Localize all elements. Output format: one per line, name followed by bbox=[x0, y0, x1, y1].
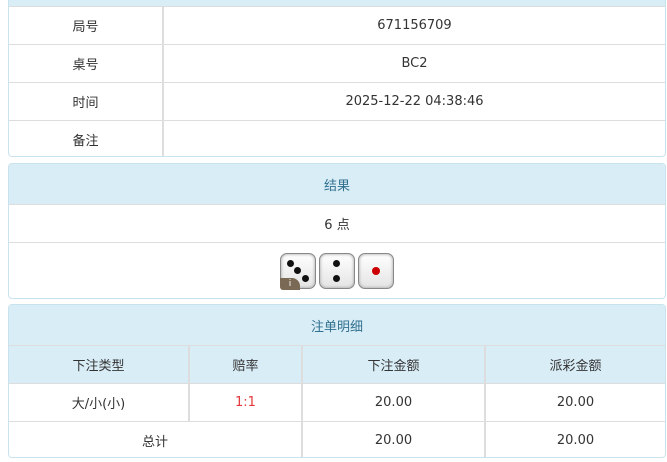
info-badge-icon[interactable]: i bbox=[280, 277, 300, 290]
table-row: 大/小(小) 1:1 20.00 20.00 bbox=[9, 383, 665, 422]
result-points: 6 点 bbox=[9, 204, 665, 243]
label: 桌号 bbox=[9, 44, 163, 83]
label: 备注 bbox=[9, 120, 163, 156]
info-row-remark: 备注 bbox=[9, 120, 665, 156]
label: 时间 bbox=[9, 82, 163, 121]
total-payout: 20.00 bbox=[484, 421, 665, 457]
value: 2025-12-22 04:38:46 bbox=[162, 82, 665, 121]
result-panel: 结果 6 点 i bbox=[8, 163, 666, 299]
round-info-panel: 局号 671156709 桌号 BC2 时间 2025-12-22 04:38:46 … bbox=[8, 0, 666, 157]
col-payout: 派彩金额 bbox=[484, 345, 665, 384]
dice-group: i bbox=[280, 252, 394, 290]
value: 671156709 bbox=[162, 6, 665, 45]
info-row-time: 时间 2025-12-22 04:38:46 bbox=[9, 82, 665, 121]
total-amount: 20.00 bbox=[301, 421, 485, 457]
total-row: 总计 20.00 20.00 bbox=[9, 421, 665, 457]
die-1-icon bbox=[358, 252, 394, 289]
bet-details-title: 注单明细 bbox=[9, 305, 665, 346]
result-title: 结果 bbox=[9, 164, 665, 205]
column-headers: 下注类型 赔率 下注金额 派彩金额 bbox=[9, 345, 665, 384]
info-row-table: 桌号 BC2 bbox=[9, 44, 665, 83]
info-row-round: 局号 671156709 bbox=[9, 6, 665, 45]
odds: 1:1 bbox=[188, 383, 302, 422]
die-2-icon bbox=[319, 252, 355, 289]
value: BC2 bbox=[162, 44, 665, 83]
payout: 20.00 bbox=[484, 383, 665, 422]
bet-type: 大/小(小) bbox=[9, 383, 189, 422]
value bbox=[162, 120, 665, 156]
col-bet-type: 下注类型 bbox=[9, 345, 189, 384]
col-odds: 赔率 bbox=[188, 345, 302, 384]
bet-amount: 20.00 bbox=[301, 383, 485, 422]
label: 局号 bbox=[9, 6, 163, 45]
total-label: 总计 bbox=[9, 421, 302, 457]
col-bet-amount: 下注金额 bbox=[301, 345, 485, 384]
die-3-icon: i bbox=[280, 252, 316, 290]
bet-details-panel: 注单明细 下注类型 赔率 下注金额 派彩金额 大/小(小) 1:1 20.00 … bbox=[8, 304, 666, 458]
